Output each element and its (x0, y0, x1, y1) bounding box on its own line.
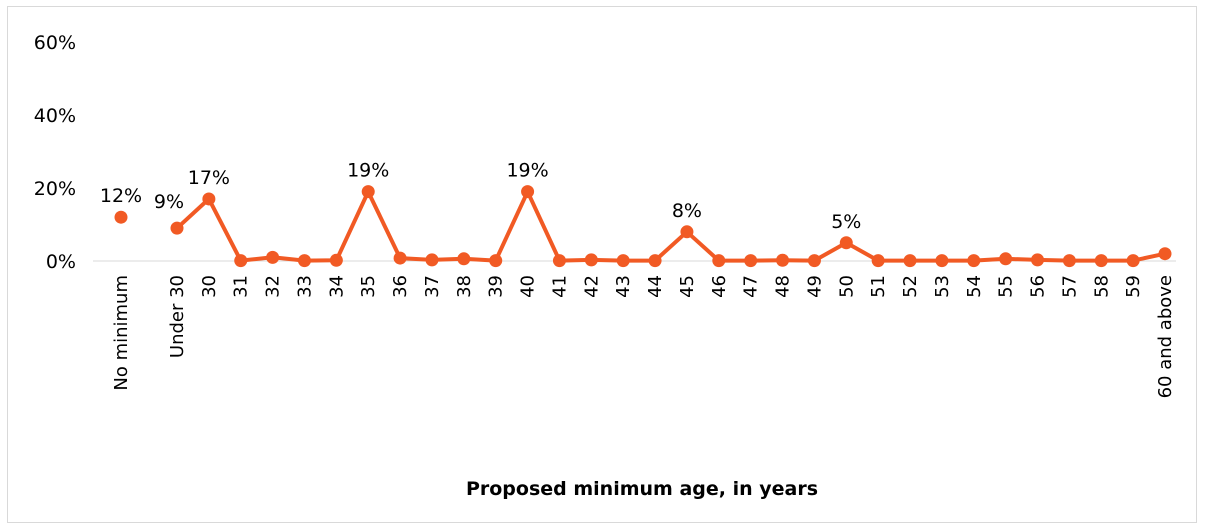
data-point (521, 185, 535, 199)
x-tick-label: 60 and above (1155, 275, 1176, 398)
data-point (393, 251, 407, 265)
data-points (114, 185, 1172, 268)
x-tick-label: 52 (900, 275, 921, 298)
y-axis-ticks: 0% 20% 40% 60% (34, 32, 76, 273)
x-tick-label: 51 (868, 275, 889, 298)
data-point (234, 254, 248, 268)
line-chart: 0% 20% 40% 60% No minimum Under 30 30 31 32 33 34… (34, 32, 1176, 500)
x-tick-label: 49 (804, 275, 825, 298)
x-axis-ticks: No minimum Under 30 30 31 32 33 34 35 36 37 38 39 40… (111, 275, 1176, 398)
data-point (616, 254, 630, 268)
x-tick-label: No minimum (111, 275, 132, 391)
x-tick-label: 59 (1123, 275, 1144, 298)
data-point (1158, 247, 1172, 261)
x-tick-label: 57 (1059, 275, 1080, 298)
x-tick-label: 58 (1091, 275, 1112, 298)
x-tick-label: 31 (231, 275, 252, 298)
data-point (266, 250, 280, 264)
data-point (1094, 254, 1108, 268)
x-tick-label: 54 (964, 275, 985, 298)
data-point (170, 221, 184, 235)
data-point (776, 253, 790, 267)
x-tick-label: 43 (613, 275, 634, 298)
x-tick-label: 32 (263, 275, 284, 298)
x-tick-label: 30 (199, 275, 220, 298)
x-tick-label: 39 (486, 275, 507, 298)
data-point (680, 225, 694, 239)
data-point (489, 254, 503, 268)
y-tick-label: 40% (34, 105, 76, 127)
x-tick-label: 50 (836, 275, 857, 298)
data-point (297, 254, 311, 268)
data-label: 5% (831, 211, 861, 233)
x-tick-label: 41 (549, 275, 570, 298)
data-point (552, 254, 566, 268)
data-label: 19% (506, 160, 548, 182)
data-point (425, 253, 439, 267)
x-axis-title: Proposed minimum age, in years (466, 478, 818, 500)
data-label: 8% (672, 200, 702, 222)
x-tick-label: 38 (454, 275, 475, 298)
x-tick-label: 36 (390, 275, 411, 298)
data-point (935, 254, 949, 268)
x-tick-label: 45 (677, 275, 698, 298)
x-tick-label: 56 (1028, 275, 1049, 298)
x-tick-label: 44 (645, 275, 666, 298)
x-tick-label: 35 (358, 275, 379, 298)
x-tick-label: 42 (581, 275, 602, 298)
x-tick-label: 47 (741, 275, 762, 298)
data-point (999, 252, 1013, 266)
y-tick-label: 0% (46, 251, 76, 273)
data-labels: 12% 9%17% 19% 19% 8% 5% (100, 160, 861, 233)
data-point (807, 254, 821, 268)
data-point (202, 192, 216, 206)
data-label: 19% (347, 160, 389, 182)
x-tick-label: 40 (518, 275, 539, 298)
x-tick-label: 46 (709, 275, 730, 298)
data-point (584, 253, 598, 267)
chart-frame: 0% 20% 40% 60% No minimum Under 30 30 31 32 33 34… (7, 6, 1197, 523)
data-point (1031, 253, 1045, 267)
data-label: 12% (100, 185, 142, 207)
y-tick-label: 20% (34, 178, 76, 200)
data-point (967, 254, 981, 268)
x-tick-label: Under 30 (167, 275, 188, 358)
x-tick-label: 48 (773, 275, 794, 298)
data-label: 17% (188, 167, 230, 189)
data-point (329, 253, 343, 267)
x-tick-label: 33 (294, 275, 315, 298)
y-tick-label: 60% (34, 32, 76, 54)
data-point (712, 254, 726, 268)
data-point (457, 252, 471, 266)
data-point (871, 254, 885, 268)
data-point (839, 236, 853, 250)
data-point (1062, 254, 1076, 268)
data-point (1126, 254, 1140, 268)
data-point (114, 210, 128, 224)
x-tick-label: 37 (422, 275, 443, 298)
data-label: 9% (154, 191, 184, 213)
data-point (361, 185, 375, 199)
data-point (648, 254, 662, 268)
x-tick-label: 34 (326, 275, 347, 298)
x-tick-label: 55 (996, 275, 1017, 298)
x-tick-label: 53 (932, 275, 953, 298)
data-point (744, 254, 758, 268)
data-point (903, 254, 917, 268)
